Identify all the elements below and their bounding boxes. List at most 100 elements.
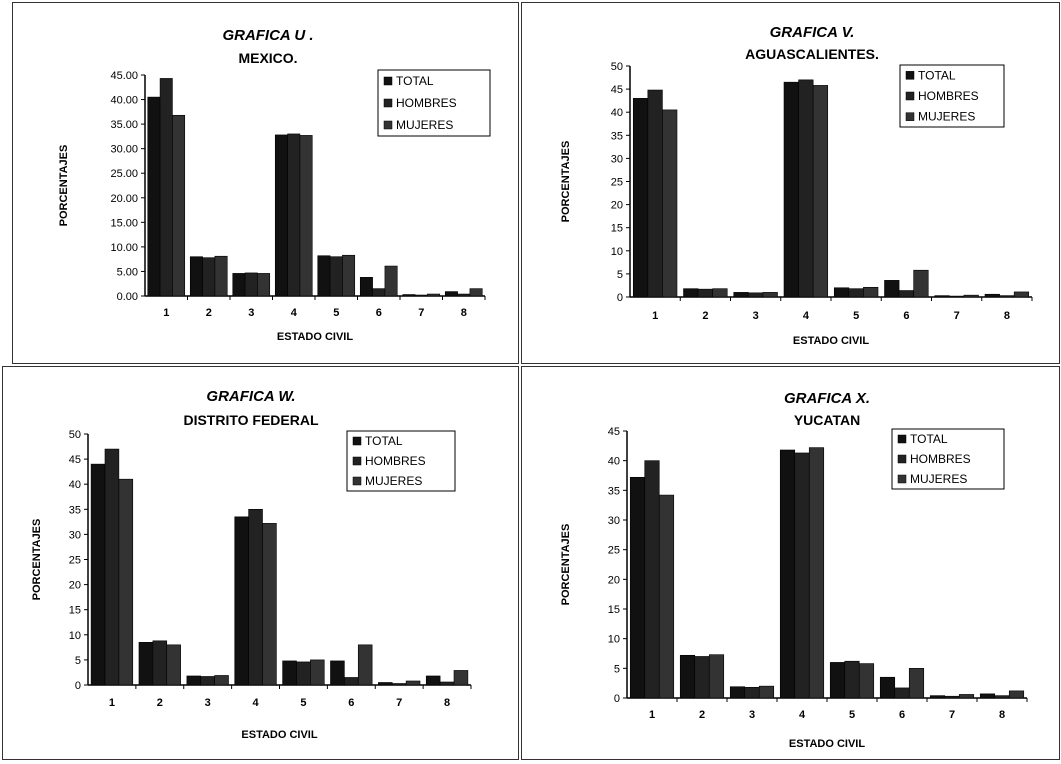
- y-tick-label: 50: [69, 429, 81, 441]
- legend-label-mujeres: MUJERES: [918, 110, 975, 124]
- bar-mujeres-2: [712, 288, 728, 298]
- bar-total-1: [632, 98, 649, 298]
- x-axis-label: ESTADO CIVIL: [793, 335, 869, 347]
- x-tick-label: 5: [853, 310, 859, 322]
- legend-swatch-hombres: [897, 454, 907, 464]
- y-tick-label: 25: [69, 555, 81, 567]
- y-axis-label: PORCENTAJES: [560, 524, 572, 606]
- bar-mujeres-6: [908, 668, 925, 699]
- bar-mujeres-7: [958, 694, 975, 699]
- bar-mujeres-5: [310, 659, 325, 686]
- y-tick-label: 45: [611, 84, 623, 96]
- y-tick-label: 0: [75, 680, 81, 692]
- bar-mujeres-8: [1013, 291, 1030, 298]
- bar-mujeres-1: [658, 494, 675, 699]
- chart-panel-aguascalientes: GRAFICA V. AGUASCALIENTES. 0 5 10 15 20 25 30 35 4…: [521, 2, 1060, 364]
- bar-total-6: [359, 277, 373, 297]
- legend-label-mujeres: MUJERES: [910, 472, 967, 486]
- bar-mujeres-8: [453, 670, 469, 686]
- bar-hombres-6: [344, 677, 359, 686]
- bar-total-7: [929, 695, 946, 699]
- y-tick-label: 30.00: [110, 144, 138, 156]
- y-tick-label: 15: [69, 605, 81, 617]
- bar-total-3: [733, 292, 749, 298]
- bar-mujeres-3: [257, 273, 271, 297]
- legend-swatch-total: [352, 436, 362, 446]
- chart-title: GRAFICA X.: [784, 390, 870, 407]
- x-tick-label: 2: [206, 307, 212, 319]
- chart-distrito-federal: GRAFICA W.DISTRITO FEDERAL05101520253035…: [31, 388, 472, 741]
- bar-total-1: [90, 463, 106, 686]
- y-tick-label: 5.00: [117, 266, 138, 278]
- chart-subtitle: MEXICO.: [238, 50, 297, 66]
- x-tick-label: 2: [699, 709, 705, 721]
- bar-total-7: [402, 294, 416, 297]
- x-tick-label: 1: [652, 310, 658, 322]
- y-tick-label: 25: [611, 177, 623, 189]
- bar-total-4: [783, 81, 799, 298]
- y-tick-label: 30: [69, 529, 81, 541]
- bar-mujeres-4: [812, 85, 829, 298]
- y-axis-label: PORCENTAJES: [58, 145, 70, 227]
- legend-swatch-hombres: [352, 456, 362, 466]
- y-tick-label: 40: [608, 456, 620, 468]
- bar-hombres-4: [248, 509, 263, 686]
- bar-mujeres-1: [118, 478, 134, 686]
- x-tick-label: 7: [418, 307, 424, 319]
- y-tick-label: 20: [69, 580, 81, 592]
- bar-total-3: [729, 686, 746, 699]
- y-tick-label: 10.00: [110, 242, 138, 254]
- bar-hombres-5: [848, 288, 864, 298]
- y-axis-label: PORCENTAJES: [31, 519, 43, 601]
- y-tick-label: 20: [608, 574, 620, 586]
- bar-mujeres-6: [384, 265, 398, 297]
- legend-swatch-hombres: [905, 91, 915, 101]
- legend-label-hombres: HOMBRES: [396, 96, 457, 110]
- bar-hombres-5: [844, 660, 860, 699]
- legend-label-hombres: HOMBRES: [910, 452, 971, 466]
- bar-mujeres-3: [214, 675, 229, 686]
- x-tick-label: 2: [702, 310, 708, 322]
- bar-total-8: [425, 675, 441, 686]
- bar-mujeres-6: [357, 644, 373, 686]
- x-tick-label: 4: [803, 310, 810, 322]
- x-tick-label: 4: [291, 307, 298, 319]
- legend-box: [899, 64, 1005, 128]
- y-tick-label: 5: [614, 663, 620, 675]
- y-tick-label: 30: [611, 153, 623, 165]
- bar-hombres-7: [949, 295, 965, 298]
- bar-total-2: [683, 288, 699, 298]
- y-tick-label: 10: [608, 634, 620, 646]
- bar-total-1: [147, 96, 161, 297]
- chart-panel-yucatan: GRAFICA X. YUCATAN 0 5 10 15 20 25 30 35 40 45 1 2 3 4 5…: [521, 366, 1060, 760]
- bar-mujeres-5: [342, 254, 356, 297]
- legend-box: [377, 69, 491, 137]
- legend-swatch-total: [897, 434, 907, 444]
- x-tick-label: 8: [444, 697, 450, 709]
- chart-mexico: GRAFICA U . MEXICO. 0.00 5.00 10.00 15.00 20.0…: [58, 27, 491, 343]
- chart-title: GRAFICA U .: [222, 27, 313, 44]
- y-tick-label: 20: [611, 200, 623, 212]
- bar-mujeres-4: [808, 447, 825, 699]
- x-tick-label: 3: [248, 307, 254, 319]
- x-tick-label: 8: [1004, 310, 1010, 322]
- y-tick-label: 25.00: [110, 168, 138, 180]
- bar-mujeres-1: [172, 114, 186, 297]
- bar-hombres-4: [798, 79, 814, 298]
- y-tick-label: 10: [69, 630, 81, 642]
- x-tick-label: 5: [849, 709, 855, 721]
- bar-total-6: [330, 660, 345, 686]
- bar-hombres-2: [152, 640, 168, 686]
- x-tick-label: 1: [109, 697, 115, 709]
- bar-total-2: [138, 642, 154, 686]
- y-tick-label: 35: [611, 130, 623, 142]
- legend-box: [346, 430, 456, 492]
- bar-mujeres-2: [166, 644, 181, 686]
- bar-total-3: [232, 273, 246, 297]
- bar-total-4: [234, 516, 249, 686]
- x-tick-label: 1: [163, 307, 169, 319]
- x-axis-label: ESTADO CIVIL: [789, 738, 865, 750]
- bar-hombres-3: [744, 687, 760, 699]
- y-tick-label: 40: [69, 479, 81, 491]
- legend-label-total: TOTAL: [918, 68, 956, 82]
